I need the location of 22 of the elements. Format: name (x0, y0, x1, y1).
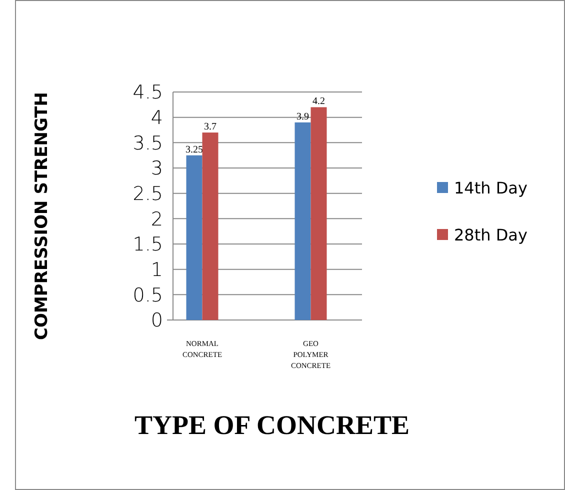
y-tick-label: 4.5 (132, 82, 163, 104)
bar (186, 155, 202, 320)
legend-label: 14th Day (454, 178, 528, 198)
bar (294, 122, 311, 320)
bar (202, 132, 218, 320)
bar (310, 107, 327, 320)
y-tick-label: 1.5 (132, 234, 163, 256)
data-label: 3.9 (296, 111, 309, 122)
y-tick-label: 3.5 (132, 132, 163, 154)
x-axis-title: TYPE OF CONCRETE (134, 410, 410, 440)
legend-label: 28th Day (454, 226, 528, 245)
y-axis-title: COMPRESSION STRENGTH (32, 92, 52, 340)
y-tick-label: 0 (150, 310, 163, 332)
y-tick-label: 3 (150, 158, 163, 180)
data-label: 4.2 (312, 96, 325, 108)
data-label: 3.7 (204, 122, 216, 133)
y-tick-label: 1 (150, 258, 163, 281)
y-tick-label: 2 (150, 208, 163, 230)
data-label: 3.25 (186, 144, 203, 156)
y-tick-label: 0.5 (132, 284, 163, 306)
y-tick-label: 2.5 (132, 182, 163, 205)
y-tick-label: 4 (150, 106, 163, 129)
